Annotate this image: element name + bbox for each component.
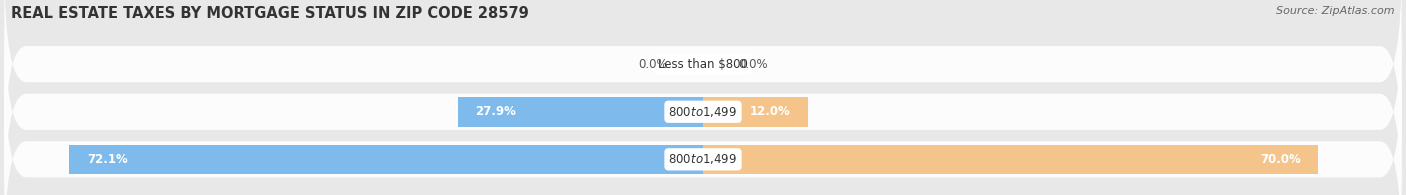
Bar [703,144,1319,174]
Bar [458,97,703,127]
Text: Less than $800: Less than $800 [658,58,748,71]
FancyBboxPatch shape [4,0,1402,165]
Text: 27.9%: 27.9% [475,105,516,118]
FancyBboxPatch shape [4,58,1402,195]
Text: $800 to $1,499: $800 to $1,499 [668,105,738,119]
Text: 12.0%: 12.0% [751,105,790,118]
FancyBboxPatch shape [4,11,1402,195]
Bar [703,97,808,127]
Text: Source: ZipAtlas.com: Source: ZipAtlas.com [1277,6,1395,16]
Text: 0.0%: 0.0% [638,58,668,71]
Text: 70.0%: 70.0% [1260,153,1301,166]
Text: $800 to $1,499: $800 to $1,499 [668,152,738,166]
Text: 72.1%: 72.1% [87,153,128,166]
Bar [69,144,703,174]
Text: REAL ESTATE TAXES BY MORTGAGE STATUS IN ZIP CODE 28579: REAL ESTATE TAXES BY MORTGAGE STATUS IN … [11,6,529,21]
Text: 0.0%: 0.0% [738,58,768,71]
